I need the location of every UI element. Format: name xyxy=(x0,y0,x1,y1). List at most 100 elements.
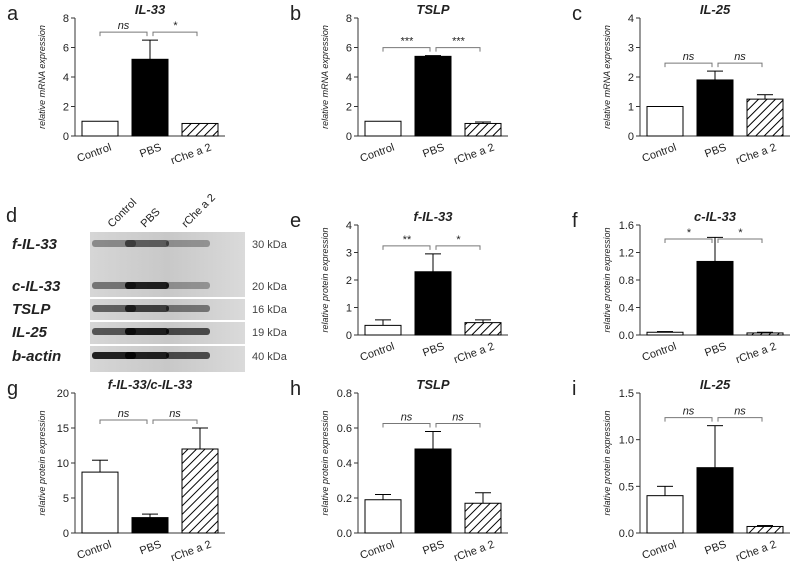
bar xyxy=(646,331,684,336)
y-tick-label: 4 xyxy=(628,13,634,25)
y-axis-label: relative protein expression xyxy=(320,410,330,515)
blot-band xyxy=(166,305,210,312)
bar xyxy=(181,448,219,534)
bar xyxy=(696,467,734,534)
x-tick-label: PBS xyxy=(703,142,728,161)
y-tick-label: 0.8 xyxy=(619,275,634,287)
significance-bracket xyxy=(382,423,431,428)
y-tick-label: 1.6 xyxy=(619,220,634,232)
y-tick-label: 1.5 xyxy=(619,388,634,400)
panel-label: g xyxy=(7,378,18,400)
x-tick-label: PBS xyxy=(421,341,446,360)
x-tick-label: Control xyxy=(76,142,113,165)
panel-label: d xyxy=(6,205,17,227)
y-tick-label: 4 xyxy=(346,72,352,84)
significance-label: ns xyxy=(118,20,130,32)
blot-band xyxy=(92,352,136,359)
bar xyxy=(131,517,169,534)
bar xyxy=(131,58,169,137)
bar xyxy=(414,448,452,534)
y-tick-label: 4 xyxy=(63,72,69,84)
significance-bracket xyxy=(664,417,713,422)
chart-title: IL-33 xyxy=(135,2,166,17)
y-axis-label: relative protein expression xyxy=(602,410,612,515)
blot-band xyxy=(166,282,210,289)
x-tick-label: PBS xyxy=(138,142,163,161)
blot-band xyxy=(92,240,136,247)
bar xyxy=(81,471,119,534)
protein-label: f-IL-33 xyxy=(12,236,58,253)
blot-band xyxy=(166,240,210,247)
y-axis-label: relative protein expression xyxy=(602,227,612,332)
protein-label: b-actin xyxy=(12,348,61,365)
bar xyxy=(364,324,402,336)
blot-band xyxy=(125,352,169,359)
protein-label: IL-25 xyxy=(12,324,48,341)
blot-band xyxy=(92,305,136,312)
panel-label: i xyxy=(572,378,576,400)
y-tick-label: 0.4 xyxy=(619,303,634,315)
chart-title: TSLP xyxy=(416,377,450,392)
y-tick-label: 20 xyxy=(57,388,69,400)
y-tick-label: 3 xyxy=(628,43,634,55)
y-tick-label: 0 xyxy=(346,330,352,342)
panel-label: h xyxy=(290,378,301,400)
significance-label: * xyxy=(738,227,743,239)
bar xyxy=(646,495,684,534)
significance-bracket xyxy=(435,423,481,428)
significance-label: ns xyxy=(683,51,695,63)
blot-band xyxy=(125,240,169,247)
blot-band xyxy=(92,328,136,335)
x-tick-label: rChe a 2 xyxy=(734,341,778,367)
y-tick-label: 0 xyxy=(63,131,69,143)
blot-band xyxy=(166,328,210,335)
y-tick-label: 0.6 xyxy=(337,423,352,435)
y-tick-label: 2 xyxy=(63,102,69,114)
significance-bracket xyxy=(382,47,431,52)
y-axis-label: relative protein expression xyxy=(320,227,330,332)
y-tick-label: 0.0 xyxy=(337,528,352,540)
bar xyxy=(746,332,784,336)
significance-label: *** xyxy=(400,36,414,48)
x-tick-label: Control xyxy=(359,142,396,165)
y-axis-label: relative protein expression xyxy=(37,410,47,515)
significance-label: ns xyxy=(118,408,130,420)
y-tick-label: 1 xyxy=(346,303,352,315)
significance-bracket xyxy=(99,419,148,424)
significance-bracket xyxy=(152,419,198,424)
y-tick-label: 0.8 xyxy=(337,388,352,400)
x-tick-label: PBS xyxy=(421,142,446,161)
y-tick-label: 15 xyxy=(57,423,69,435)
protein-label: TSLP xyxy=(12,301,51,318)
y-tick-label: 1.2 xyxy=(619,248,634,260)
bar xyxy=(364,499,402,534)
significance-bracket xyxy=(664,238,713,243)
x-tick-label: rChe a 2 xyxy=(169,142,213,168)
significance-bracket xyxy=(99,31,148,37)
significance-label: ns xyxy=(734,51,746,63)
y-tick-label: 2 xyxy=(346,102,352,114)
bar xyxy=(646,106,684,137)
x-tick-label: PBS xyxy=(703,539,728,558)
y-tick-label: 0 xyxy=(63,528,69,540)
significance-bracket xyxy=(717,62,763,68)
y-tick-label: 8 xyxy=(346,13,352,25)
chart-title: f-IL-33/c-IL-33 xyxy=(108,377,193,392)
x-tick-label: PBS xyxy=(138,539,163,558)
significance-bracket xyxy=(717,238,763,243)
y-axis-label: relative mRNA expression xyxy=(37,25,47,129)
y-tick-label: 0.5 xyxy=(619,481,634,493)
blot-band xyxy=(166,352,210,359)
y-tick-label: 0.0 xyxy=(619,528,634,540)
significance-label: * xyxy=(173,20,178,32)
x-tick-label: Control xyxy=(641,341,678,364)
bar xyxy=(414,55,452,137)
bar xyxy=(464,122,502,137)
x-tick-label: PBS xyxy=(703,341,728,360)
x-tick-label: rChe a 2 xyxy=(452,341,496,367)
y-tick-label: 2 xyxy=(346,275,352,287)
chart-title: TSLP xyxy=(416,2,450,17)
panel-label: c xyxy=(572,3,582,25)
y-tick-label: 0.4 xyxy=(337,458,352,470)
y-tick-label: 1 xyxy=(628,102,634,114)
